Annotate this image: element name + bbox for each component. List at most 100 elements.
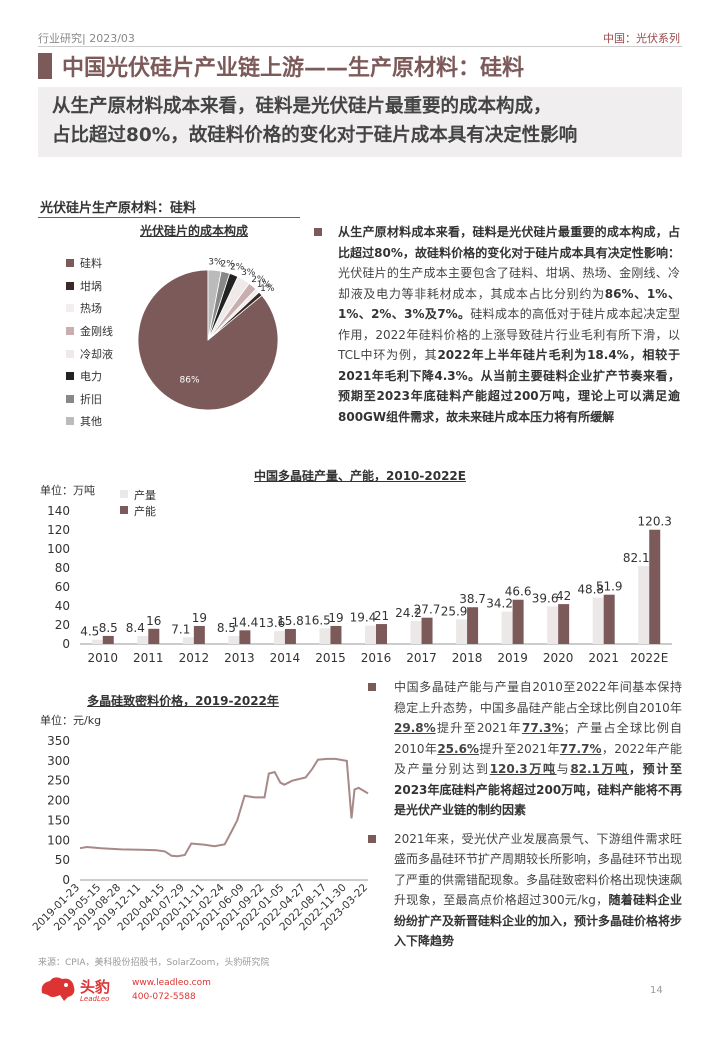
legend-item: 电力	[66, 365, 113, 388]
bar-data-label: 48.8	[577, 583, 604, 597]
highlight-value: 77.7%	[559, 741, 602, 756]
bar-data-label: 21	[374, 609, 389, 623]
bar	[649, 529, 661, 644]
y-tick-label: 350	[47, 734, 70, 748]
bar	[592, 597, 604, 644]
highlight-value: 120.3万吨	[489, 762, 557, 776]
key-message-line-1: 从生产原材料成本来看，硅料是光伏硅片最重要的成本构成，	[52, 96, 552, 117]
x-tick-label: 2010	[87, 651, 118, 665]
y-tick-label: 100	[47, 542, 70, 556]
pie-chart: 86%1%1%2%3%2%2%3%	[137, 257, 279, 411]
text: 与	[556, 762, 571, 776]
y-axis-unit: 单位：万吨	[40, 483, 95, 497]
bullet-marker	[314, 228, 322, 236]
pie-legend: 硅料 坩埚 热场 金刚线 冷却液 电力 折旧 其他	[66, 252, 113, 433]
y-tick-label: 100	[47, 833, 70, 847]
bar-data-label: 46.6	[505, 585, 532, 599]
bar	[239, 630, 251, 644]
header-divider	[38, 46, 682, 47]
y-tick-label: 60	[55, 580, 70, 594]
legend-label: 热场	[80, 302, 102, 316]
y-tick-label: 300	[47, 754, 70, 768]
bar-data-label: 34.2	[486, 597, 513, 611]
bar	[603, 594, 615, 644]
x-tick-label: 2015	[315, 651, 346, 665]
y-tick-label: 120	[47, 523, 70, 537]
y-tick-label: 20	[55, 618, 70, 632]
bar	[501, 611, 513, 644]
bar	[284, 628, 296, 644]
legend-swatch	[66, 304, 74, 313]
highlight-value: 29.8%	[394, 721, 436, 735]
bar	[365, 625, 376, 644]
pie-slice	[207, 269, 222, 341]
bar-data-label: 39.6	[532, 591, 559, 605]
bar-data-label: 8.4	[126, 621, 145, 635]
legend-swatch	[66, 372, 74, 381]
polysilicon-analysis: 中国多晶硅产能与产量自2010至2022年间基本保持稳定上升态势，中国多晶硅产能…	[368, 677, 682, 960]
bar	[330, 625, 342, 644]
y-tick-label: 250	[47, 774, 70, 788]
bar	[456, 619, 468, 644]
pie-chart-title: 光伏硅片的成本构成	[140, 224, 249, 238]
text: ；产量占全球比例自2010年	[394, 721, 682, 756]
leadleo-logo-icon	[41, 977, 75, 1001]
bar-chart-title: 中国多晶硅产量、产能，2010-2022E	[254, 469, 466, 483]
paragraph-lead: 从生产原材料成本来看，硅料是光伏硅片最重要的成本构成，占比超过80%，故硅料价格…	[338, 225, 680, 260]
key-message-line-2: 占比超过80%，故硅料价格的变化对于硅片成本具有决定性影响	[52, 125, 578, 146]
paragraph-bold-2: 2022年上半年硅片毛利为18.4%，相较于2021年毛利下降4.3%。从当前主…	[338, 348, 680, 403]
x-tick-label: 2012	[179, 651, 210, 665]
x-tick-label: 2018	[452, 651, 483, 665]
y-tick-label: 200	[47, 794, 70, 808]
pie-data-label: 2%	[251, 275, 266, 285]
x-tick-label: 2021	[588, 651, 619, 665]
bar-data-label: 120.3	[638, 515, 672, 529]
text: 提升至2021年	[435, 721, 522, 735]
paragraph-bold-1: 86%、1%、1%、2%、3%及7%。	[338, 286, 680, 322]
bar	[512, 599, 524, 644]
page-number: 14	[650, 985, 663, 996]
paragraph-text-2: 硅料成本的高低对于硅片成本起决定型作用，2022年硅料价格的上涨导致硅片行业毛利…	[338, 307, 680, 362]
bar	[558, 604, 570, 644]
bar-data-label: 19.4	[350, 611, 377, 625]
bar	[148, 628, 160, 644]
y-axis-unit: 单位：元/kg	[40, 713, 101, 727]
bar	[193, 625, 205, 644]
legend-swatch	[66, 417, 74, 426]
y-tick-label: 0	[62, 873, 70, 887]
legend-label: 其他	[80, 415, 102, 429]
legend-label: 产量	[134, 488, 156, 502]
highlight-value: 82.1万吨	[570, 762, 629, 776]
legend-item: 折旧	[66, 388, 113, 411]
report-category: 行业研究| 2023/03	[38, 32, 135, 45]
x-tick-label: 2014	[270, 651, 301, 665]
bar	[410, 621, 422, 644]
source-note: 来源：CPIA，美科股份招股书，SolarZoom，头豹研究院	[38, 958, 270, 968]
legend-item: 金刚线	[66, 320, 113, 343]
bold-text: ，预计至2023年底硅料产能将超过200万吨，硅料产能将不再是光伏产业链的制约因…	[394, 762, 682, 817]
x-tick-label: 2016	[361, 651, 392, 665]
legend-swatch	[66, 394, 74, 403]
key-message-box: 从生产原材料成本来看，硅料是光伏硅片最重要的成本构成， 占比超过80%，故硅料价…	[38, 87, 682, 157]
y-tick-label: 140	[47, 504, 70, 518]
contact-info: www.leadleo.com 400-072-5588	[132, 976, 211, 1004]
pie-data-label: 1%	[260, 284, 275, 294]
website-link[interactable]: www.leadleo.com	[132, 978, 211, 988]
report-series: 中国：光伏系列	[603, 32, 680, 45]
bar	[376, 624, 387, 644]
legend-label: 电力	[80, 370, 102, 384]
text: 中国多晶硅产能与产量自2010至2022年间基本保持稳定上升态势，中国多晶硅产能…	[394, 680, 682, 715]
bar-data-label: 19	[192, 611, 207, 625]
legend-swatch	[120, 506, 128, 514]
paragraph-text-1: 光伏硅片的生产成本主要包含了硅料、坩埚、热场、金刚线、冷却液及电力等非耗材成本，…	[338, 266, 680, 301]
bar-data-label: 24.2	[395, 606, 422, 620]
bar-data-label: 7.1	[171, 622, 190, 636]
legend-item: 坩埚	[66, 275, 113, 298]
logo-name: 头豹	[80, 978, 111, 996]
line-chart: 单位：元/kg0501001502002503003502019-01-2320…	[30, 713, 370, 933]
bar-data-label: 27.7	[414, 603, 441, 617]
text: 2021年来，受光伏产业发展高景气、下游组件需求旺盛而多晶硅环节扩产周期较长所影…	[394, 831, 683, 908]
legend-label: 产能	[134, 504, 156, 518]
bar-data-label: 38.7	[459, 592, 486, 606]
x-tick-label: 2019	[497, 651, 528, 665]
